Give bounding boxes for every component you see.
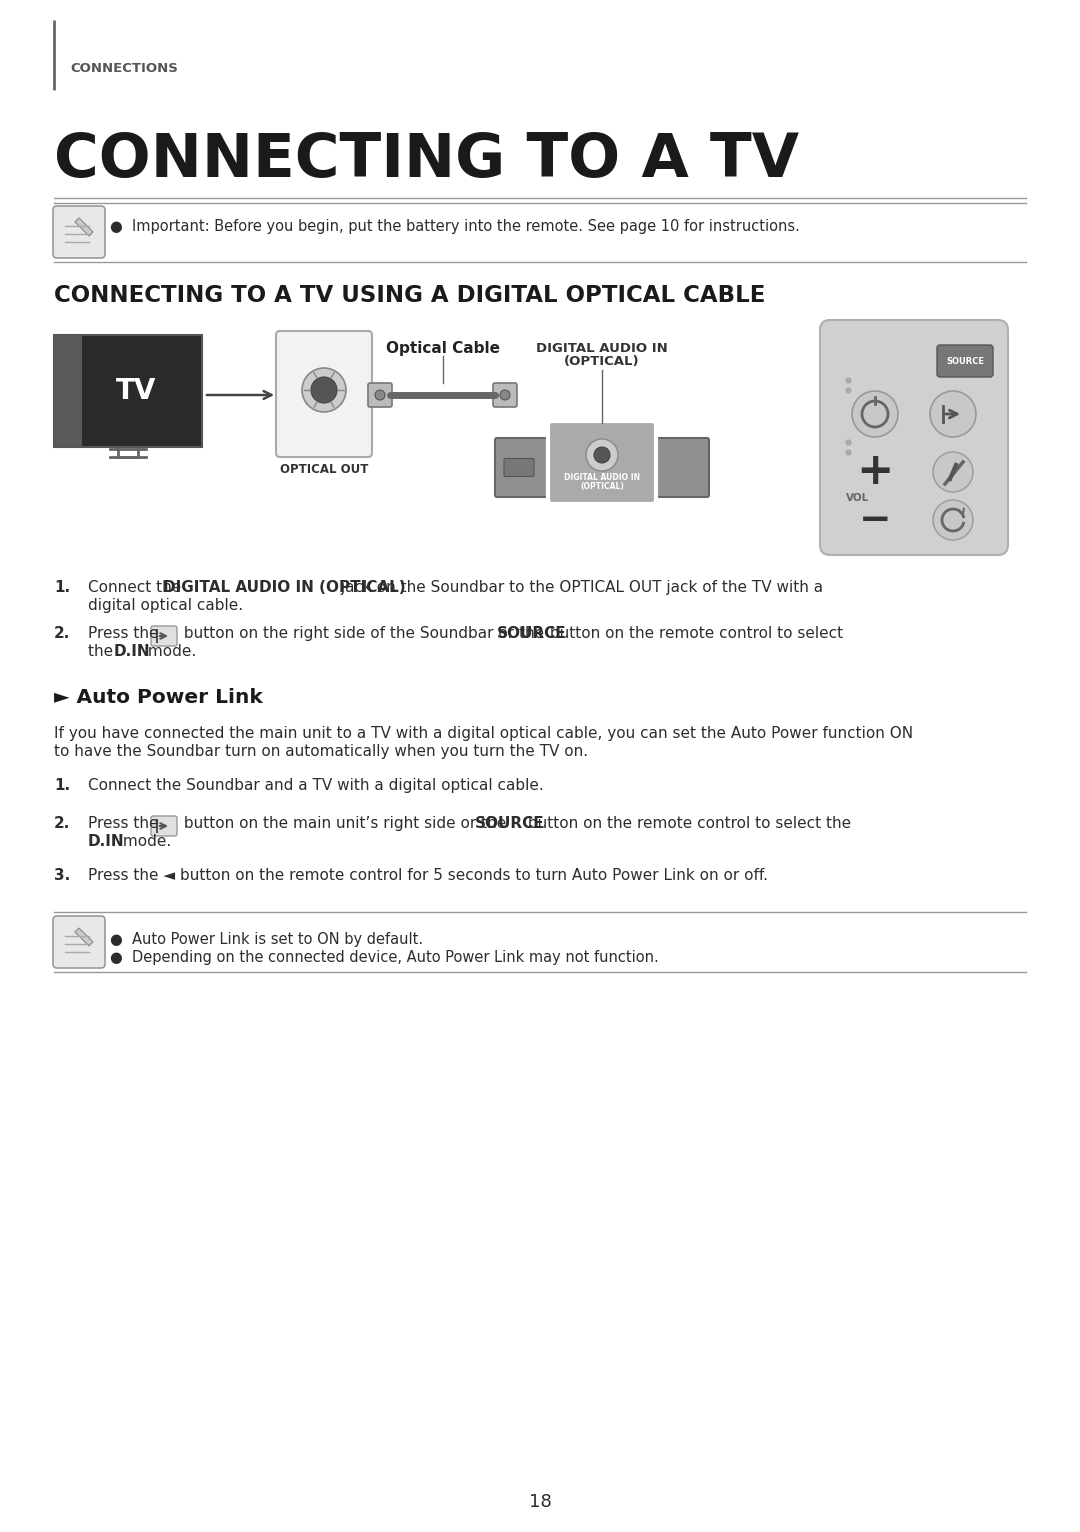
Text: button on the right side of the Soundbar or the: button on the right side of the Soundbar… bbox=[179, 627, 549, 640]
FancyBboxPatch shape bbox=[53, 916, 105, 968]
Bar bbox=[54, 336, 82, 447]
Text: DIGITAL AUDIO IN: DIGITAL AUDIO IN bbox=[564, 472, 640, 481]
Text: D.IN: D.IN bbox=[87, 833, 124, 849]
Text: ●  Depending on the connected device, Auto Power Link may not function.: ● Depending on the connected device, Aut… bbox=[110, 950, 659, 965]
FancyBboxPatch shape bbox=[548, 421, 656, 504]
Text: button on the main unit’s right side or the: button on the main unit’s right side or … bbox=[179, 817, 511, 830]
Circle shape bbox=[852, 391, 897, 437]
Text: Optical Cable: Optical Cable bbox=[386, 340, 499, 355]
Circle shape bbox=[586, 440, 618, 470]
Text: SOURCE: SOURCE bbox=[475, 817, 544, 830]
Text: Press the: Press the bbox=[87, 817, 159, 830]
Text: OPTICAL OUT: OPTICAL OUT bbox=[280, 463, 368, 476]
Text: mode.: mode. bbox=[118, 833, 172, 849]
Text: 2.: 2. bbox=[54, 817, 70, 830]
Text: mode.: mode. bbox=[143, 643, 197, 659]
Text: button on the remote control to select: button on the remote control to select bbox=[545, 627, 843, 640]
FancyBboxPatch shape bbox=[368, 383, 392, 408]
Text: ●  Auto Power Link is set to ON by default.: ● Auto Power Link is set to ON by defaul… bbox=[110, 931, 423, 947]
Circle shape bbox=[500, 391, 510, 400]
FancyBboxPatch shape bbox=[937, 345, 993, 377]
Text: CONNECTIONS: CONNECTIONS bbox=[70, 61, 178, 75]
Text: −: − bbox=[859, 501, 891, 539]
Circle shape bbox=[933, 452, 973, 492]
Text: D.IN: D.IN bbox=[114, 643, 150, 659]
FancyBboxPatch shape bbox=[504, 458, 534, 476]
FancyBboxPatch shape bbox=[495, 438, 708, 496]
Text: Press the ◄ button on the remote control for 5 seconds to turn Auto Power Link o: Press the ◄ button on the remote control… bbox=[87, 869, 768, 882]
Text: ► Auto Power Link: ► Auto Power Link bbox=[54, 688, 262, 706]
Text: 1.: 1. bbox=[54, 778, 70, 794]
Text: 1.: 1. bbox=[54, 581, 70, 594]
Circle shape bbox=[594, 447, 610, 463]
Circle shape bbox=[375, 391, 384, 400]
FancyBboxPatch shape bbox=[151, 817, 177, 836]
Text: Connect the Soundbar and a TV with a digital optical cable.: Connect the Soundbar and a TV with a dig… bbox=[87, 778, 543, 794]
Text: Press the: Press the bbox=[87, 627, 159, 640]
FancyBboxPatch shape bbox=[820, 320, 1008, 555]
Text: 2.: 2. bbox=[54, 627, 70, 640]
Text: If you have connected the main unit to a TV with a digital optical cable, you ca: If you have connected the main unit to a… bbox=[54, 726, 913, 741]
FancyBboxPatch shape bbox=[53, 205, 105, 257]
Text: (OPTICAL): (OPTICAL) bbox=[564, 355, 639, 369]
Text: DIGITAL AUDIO IN: DIGITAL AUDIO IN bbox=[536, 342, 667, 354]
Circle shape bbox=[933, 499, 973, 539]
Circle shape bbox=[930, 391, 976, 437]
Text: +: + bbox=[856, 450, 893, 493]
Text: SOURCE: SOURCE bbox=[946, 357, 984, 366]
Text: CONNECTING TO A TV: CONNECTING TO A TV bbox=[54, 130, 799, 190]
Text: VOL: VOL bbox=[847, 493, 869, 502]
FancyBboxPatch shape bbox=[151, 627, 177, 647]
Polygon shape bbox=[75, 928, 93, 945]
Circle shape bbox=[311, 377, 337, 403]
FancyBboxPatch shape bbox=[492, 383, 517, 408]
Text: to have the Soundbar turn on automatically when you turn the TV on.: to have the Soundbar turn on automatical… bbox=[54, 745, 589, 758]
Text: button on the remote control to select the: button on the remote control to select t… bbox=[523, 817, 851, 830]
Text: (OPTICAL): (OPTICAL) bbox=[580, 483, 624, 492]
Text: TV: TV bbox=[116, 377, 157, 404]
Circle shape bbox=[302, 368, 346, 412]
Text: 18: 18 bbox=[528, 1494, 552, 1511]
FancyBboxPatch shape bbox=[54, 336, 202, 447]
Text: SOURCE: SOURCE bbox=[497, 627, 567, 640]
Text: jack on the Soundbar to the OPTICAL OUT jack of the TV with a: jack on the Soundbar to the OPTICAL OUT … bbox=[336, 581, 823, 594]
Polygon shape bbox=[75, 218, 93, 236]
Text: Connect the: Connect the bbox=[87, 581, 186, 594]
Text: ●  Important: Before you begin, put the battery into the remote. See page 10 for: ● Important: Before you begin, put the b… bbox=[110, 219, 800, 234]
Text: DIGITAL AUDIO IN (OPTICAL): DIGITAL AUDIO IN (OPTICAL) bbox=[163, 581, 406, 594]
Text: CONNECTING TO A TV USING A DIGITAL OPTICAL CABLE: CONNECTING TO A TV USING A DIGITAL OPTIC… bbox=[54, 283, 766, 306]
Text: the: the bbox=[87, 643, 118, 659]
Text: 3.: 3. bbox=[54, 869, 70, 882]
Text: digital optical cable.: digital optical cable. bbox=[87, 597, 243, 613]
FancyBboxPatch shape bbox=[276, 331, 372, 457]
